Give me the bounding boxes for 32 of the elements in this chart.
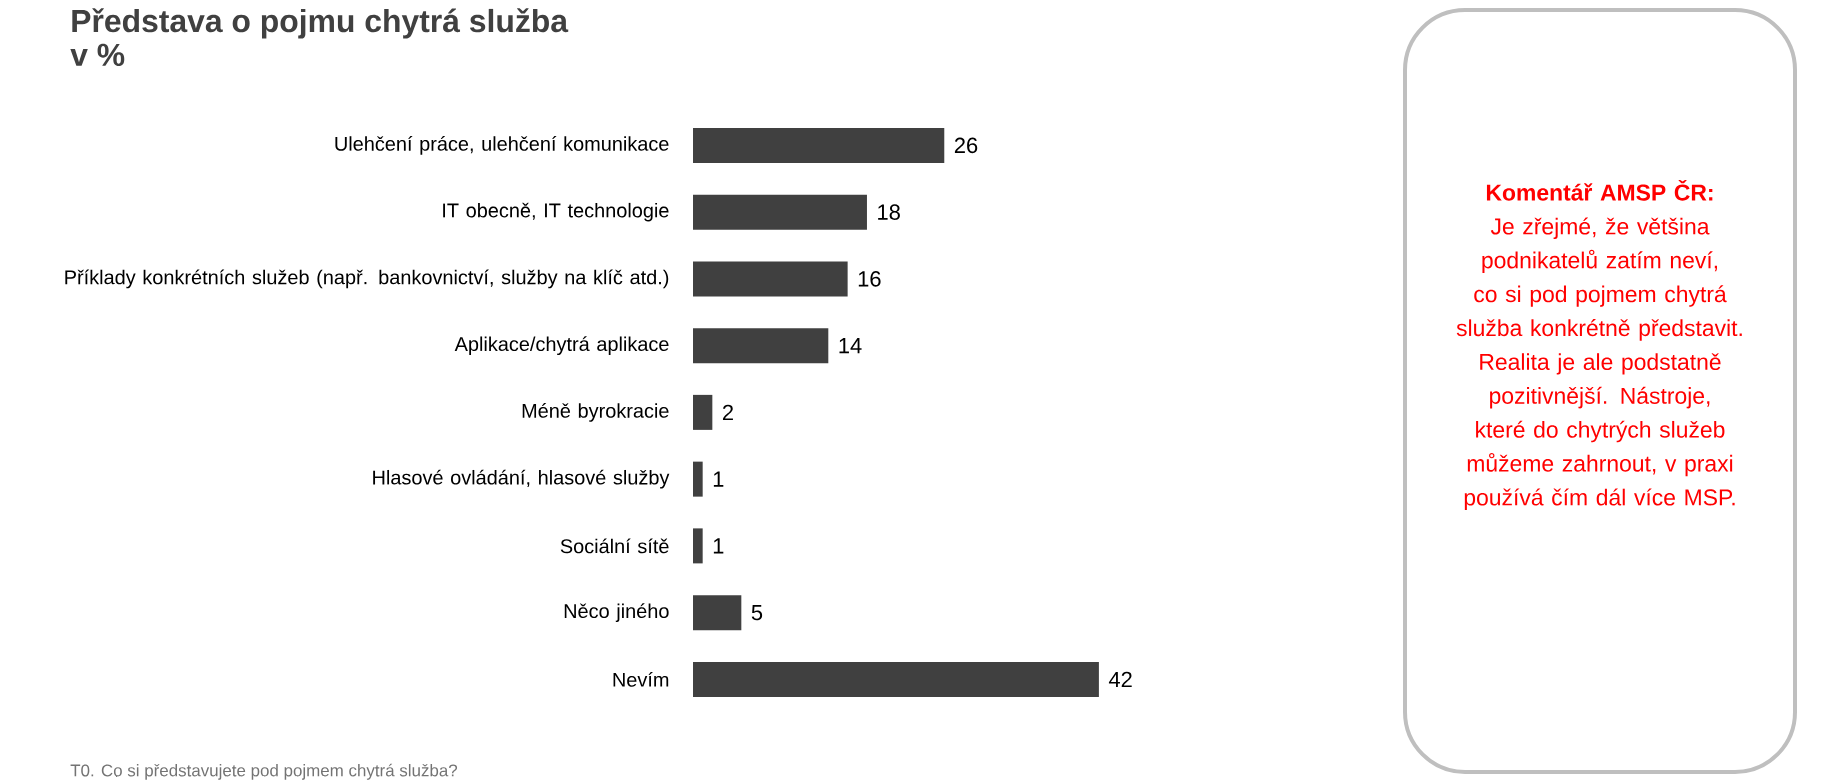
bar	[693, 595, 742, 631]
data-label: 1	[713, 471, 724, 487]
bar	[693, 394, 713, 430]
data-label: 42	[1108, 671, 1132, 688]
bar	[693, 194, 867, 230]
text: T0. Co si představujete pod pojmem chytrá služba?	[70, 763, 458, 780]
data-label: 16	[858, 271, 881, 287]
y-tick-label: Hlasové ovládání, hlasové služby	[373, 469, 670, 489]
bar	[693, 261, 848, 297]
bar	[693, 661, 1099, 697]
bar	[693, 127, 945, 163]
text: Komentář AMSP ČR:	[1486, 179, 1713, 201]
y-tick-label: Ulehčení práce, ulehčení komunikace	[335, 135, 669, 155]
y-tick-label: IT obecně, IT technologie	[443, 202, 669, 222]
data-label: 5	[751, 604, 763, 621]
data-label: 2	[722, 404, 733, 421]
y-tick-label: Něco jiného	[564, 603, 669, 623]
y-tick-label: Nevím	[613, 671, 669, 687]
bar	[693, 328, 829, 364]
bar	[693, 461, 703, 497]
bar	[693, 528, 703, 564]
text: v %	[70, 43, 125, 67]
data-label: 26	[954, 137, 978, 154]
y-tick-label: Příklady konkrétních služeb (např. bankovnictví, služby na klíč atd.)	[65, 269, 669, 289]
y-tick-label: Aplikace/chytrá aplikace	[454, 336, 669, 356]
text: Je zřejmé, že většina podnikatelů zatím neví, co si pod pojmem chytrá služba konkrétně představit. Realita je ale podstatně pozitivnější. Nástroje, které do chytrých služeb můžeme zahrnout, v praxi používá čím dál více MSP.	[1456, 217, 1742, 511]
y-tick-label: Sociální sítě	[560, 538, 669, 554]
data-label: 18	[878, 204, 900, 220]
data-label: 14	[839, 338, 862, 354]
data-label: 1	[713, 538, 724, 554]
text: Představa o pojmu chytrá služba	[72, 8, 569, 39]
y-tick-label: Méně byrokracie	[522, 402, 669, 422]
